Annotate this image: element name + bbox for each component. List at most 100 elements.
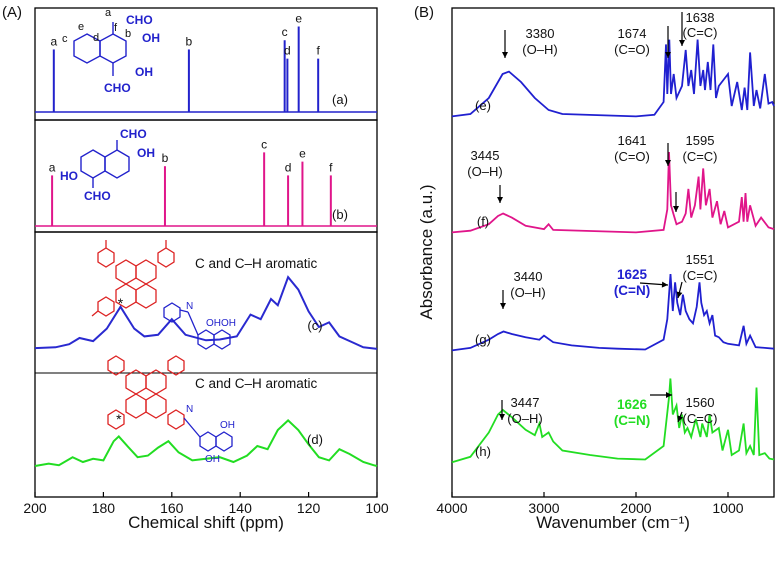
nmr-frame-a bbox=[34, 7, 378, 121]
ho-b: HO bbox=[60, 169, 78, 183]
nmr-tick-label: 180 bbox=[92, 500, 116, 516]
spectrum-label-b: (b) bbox=[332, 207, 348, 222]
annotation-d: C and C–H aromatic bbox=[195, 376, 318, 391]
ir-peak-value: 3447 bbox=[511, 395, 540, 410]
arrow-head bbox=[665, 160, 671, 166]
label-f-struct: f bbox=[114, 22, 118, 34]
arrow-head bbox=[665, 52, 671, 58]
ir-peak-assignment: (O–H) bbox=[522, 42, 557, 57]
cho-bottom-a: CHO bbox=[104, 81, 131, 95]
ir-tick-label: 1000 bbox=[712, 500, 743, 516]
structure-d-labels: OH OH N bbox=[186, 404, 235, 465]
ir-peak-value: 1560 bbox=[686, 395, 715, 410]
nmr-tick-label: 140 bbox=[229, 500, 253, 516]
ir-peak-value: 1638 bbox=[686, 10, 715, 25]
oh-d-1: OH bbox=[220, 420, 235, 431]
arrow-head bbox=[679, 40, 685, 46]
peak-label-c: c bbox=[282, 25, 288, 39]
oh-d-2: OH bbox=[205, 454, 220, 465]
structure-c bbox=[91, 240, 231, 350]
spectrum-label-c: (c) bbox=[307, 318, 322, 333]
arrow-head bbox=[673, 206, 679, 212]
nmr-tick-label: 100 bbox=[365, 500, 389, 516]
ir-peak-value: 3380 bbox=[526, 26, 555, 41]
ir-peak-assignment: (C=O) bbox=[614, 149, 650, 164]
nmr-tick-label: 120 bbox=[297, 500, 321, 516]
ir-peak-value: 1626 bbox=[617, 397, 648, 412]
nmr-tick-label: 200 bbox=[23, 500, 47, 516]
label-b-struct: b bbox=[125, 28, 131, 40]
label-a-top: a bbox=[105, 7, 112, 19]
oh-b: OH bbox=[137, 146, 155, 160]
ir-tick-label: 3000 bbox=[528, 500, 559, 516]
ir-peak-assignment: (C=N) bbox=[614, 413, 650, 428]
ir-peak-assignment: (O–H) bbox=[467, 164, 502, 179]
spectrum-line-(c) bbox=[34, 275, 378, 350]
ir-peak-value: 1674 bbox=[618, 26, 647, 41]
n-c: N bbox=[186, 301, 193, 312]
peak-label-a: a bbox=[50, 34, 57, 48]
structure-a bbox=[73, 22, 127, 76]
ir-peak-assignment: (C=O) bbox=[614, 42, 650, 57]
cho-bottom-b: CHO bbox=[84, 189, 111, 203]
n-d: N bbox=[186, 404, 193, 415]
ir-peak-value: 1595 bbox=[686, 133, 715, 148]
peak-label-e: e bbox=[295, 11, 302, 25]
ir-line-(g) bbox=[451, 274, 775, 352]
oh-a-1: OH bbox=[142, 31, 160, 45]
peak-label-b: b bbox=[162, 151, 169, 165]
cho-top-b: CHO bbox=[120, 127, 147, 141]
ir-tick-label: 4000 bbox=[436, 500, 467, 516]
oh-c-1: OH bbox=[206, 318, 221, 329]
ir-peak-value: 1625 bbox=[617, 267, 648, 282]
spectrum-label-d: (d) bbox=[307, 432, 323, 447]
nmr-x-axis-label: Chemical shift (ppm) bbox=[128, 513, 284, 532]
structure-d bbox=[107, 355, 233, 452]
arrow-head bbox=[499, 414, 505, 420]
peak-label-f: f bbox=[329, 160, 333, 174]
panel-b-label: (B) bbox=[414, 4, 434, 21]
spectrum-line-(d) bbox=[34, 419, 378, 467]
structure-b-labels: CHO OH HO CHO bbox=[60, 127, 155, 203]
ir-line-(e) bbox=[451, 39, 775, 118]
oh-c-2: OH bbox=[221, 318, 236, 329]
peak-label-d: d bbox=[284, 44, 291, 58]
ir-series-label: (g) bbox=[475, 332, 491, 347]
ir-peak-assignment: (O–H) bbox=[507, 411, 542, 426]
ir-line-(f) bbox=[451, 151, 775, 234]
structure-a-labels: CHO OH OH CHO a b c d e f bbox=[62, 7, 160, 95]
ir-series-label: (e) bbox=[475, 98, 491, 113]
structure-c-labels: OH OH N bbox=[186, 301, 236, 329]
oh-a-2: OH bbox=[135, 65, 153, 79]
ir-peak-value: 1551 bbox=[686, 252, 715, 267]
structure-b bbox=[80, 140, 130, 188]
ir-series-label: (f) bbox=[477, 214, 489, 229]
ir-frame bbox=[451, 7, 775, 498]
arrow-head bbox=[500, 303, 506, 309]
arrow-head bbox=[666, 392, 672, 398]
ir-tick-label: 2000 bbox=[620, 500, 651, 516]
nmr-frame-cd bbox=[34, 231, 378, 498]
peak-label-c: c bbox=[261, 137, 267, 151]
label-c-struct: c bbox=[62, 33, 68, 45]
ir-peak-value: 1641 bbox=[618, 133, 647, 148]
ir-peak-value: 3445 bbox=[471, 148, 500, 163]
arrow-head bbox=[502, 52, 508, 58]
arrow-head bbox=[497, 197, 503, 203]
peak-label-a: a bbox=[49, 160, 56, 174]
ir-peak-assignment: (C=C) bbox=[682, 268, 717, 283]
ir-peak-assignment: (O–H) bbox=[510, 285, 545, 300]
panel-a-label: (A) bbox=[2, 4, 22, 21]
asterisk-marker: * bbox=[116, 411, 122, 427]
annotation-c: C and C–H aromatic bbox=[195, 256, 318, 271]
spectrum-label-a: (a) bbox=[332, 92, 348, 107]
ir-peak-assignment: (C=N) bbox=[614, 283, 650, 298]
ir-peak-value: 3440 bbox=[514, 269, 543, 284]
cho-top-a: CHO bbox=[126, 13, 153, 27]
ir-y-axis-label: Absorbance (a.u.) bbox=[417, 184, 436, 319]
ir-x-axis-label: Wavenumber (cm⁻¹) bbox=[536, 513, 690, 532]
arrow-head bbox=[676, 291, 683, 298]
nmr-frame-b bbox=[34, 119, 378, 233]
